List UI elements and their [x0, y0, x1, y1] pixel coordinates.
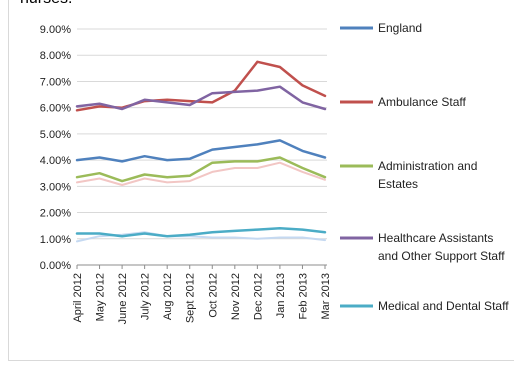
x-tick-label: Nov 2012	[230, 273, 242, 320]
x-tick-label: June 2012	[117, 273, 129, 324]
x-axis-tick-labels: April 2012 May 2012 June 2012 July 2012 Aug …	[72, 273, 332, 324]
x-tick-label: Sept 2012	[185, 273, 197, 323]
y-tick-label: 8.00%	[40, 50, 71, 62]
y-axis-tick-labels: 0.00% 1.00% 2.00% 3.00% 4.00% 5.00% 6.00% 7.00%…	[40, 24, 71, 272]
y-tick-label: 7.00%	[40, 76, 71, 88]
y-tick-label: 9.00%	[40, 24, 71, 36]
series-line	[76, 161, 326, 186]
y-tick-label: 4.00%	[40, 155, 71, 167]
series-line	[75, 60, 327, 112]
chart-frame	[8, 0, 514, 361]
x-tick-label: Feb 2013	[297, 273, 309, 319]
y-tick-label: 0.00%	[40, 260, 71, 272]
legend-label: Healthcare Assistants and Other Support S…	[378, 231, 505, 263]
x-tick-label: Aug 2012	[162, 273, 174, 320]
x-tick-label: July 2012	[140, 273, 152, 320]
series-line	[75, 139, 327, 163]
legend: England Ambulance Staff Administration and…	[340, 21, 509, 313]
x-tick-label: Dec 2012	[252, 273, 264, 320]
legend-label: Administration and Estates	[378, 159, 477, 191]
series-line	[75, 156, 327, 183]
series-lines	[75, 60, 327, 243]
y-tick-label: 2.00%	[40, 208, 71, 220]
series-line	[75, 85, 327, 111]
x-tick-label: April 2012	[72, 273, 84, 323]
x-tick-label: Mar 2013	[320, 273, 332, 319]
series-line	[75, 227, 327, 238]
legend-label: England	[378, 21, 422, 35]
x-axis	[76, 264, 327, 269]
x-tick-label: Jan 2013	[275, 273, 287, 318]
top-text-fragment: nurses.	[20, 0, 72, 8]
legend-label: Ambulance Staff	[378, 95, 466, 109]
y-tick-label: 6.00%	[40, 103, 71, 115]
x-tick-label: May 2012	[95, 273, 107, 321]
y-tick-label: 3.00%	[40, 181, 71, 193]
x-tick-label: Oct 2012	[207, 273, 219, 318]
legend-label: Medical and Dental Staff	[378, 299, 509, 313]
y-tick-label: 1.00%	[40, 234, 71, 246]
y-tick-label: 5.00%	[40, 129, 71, 141]
